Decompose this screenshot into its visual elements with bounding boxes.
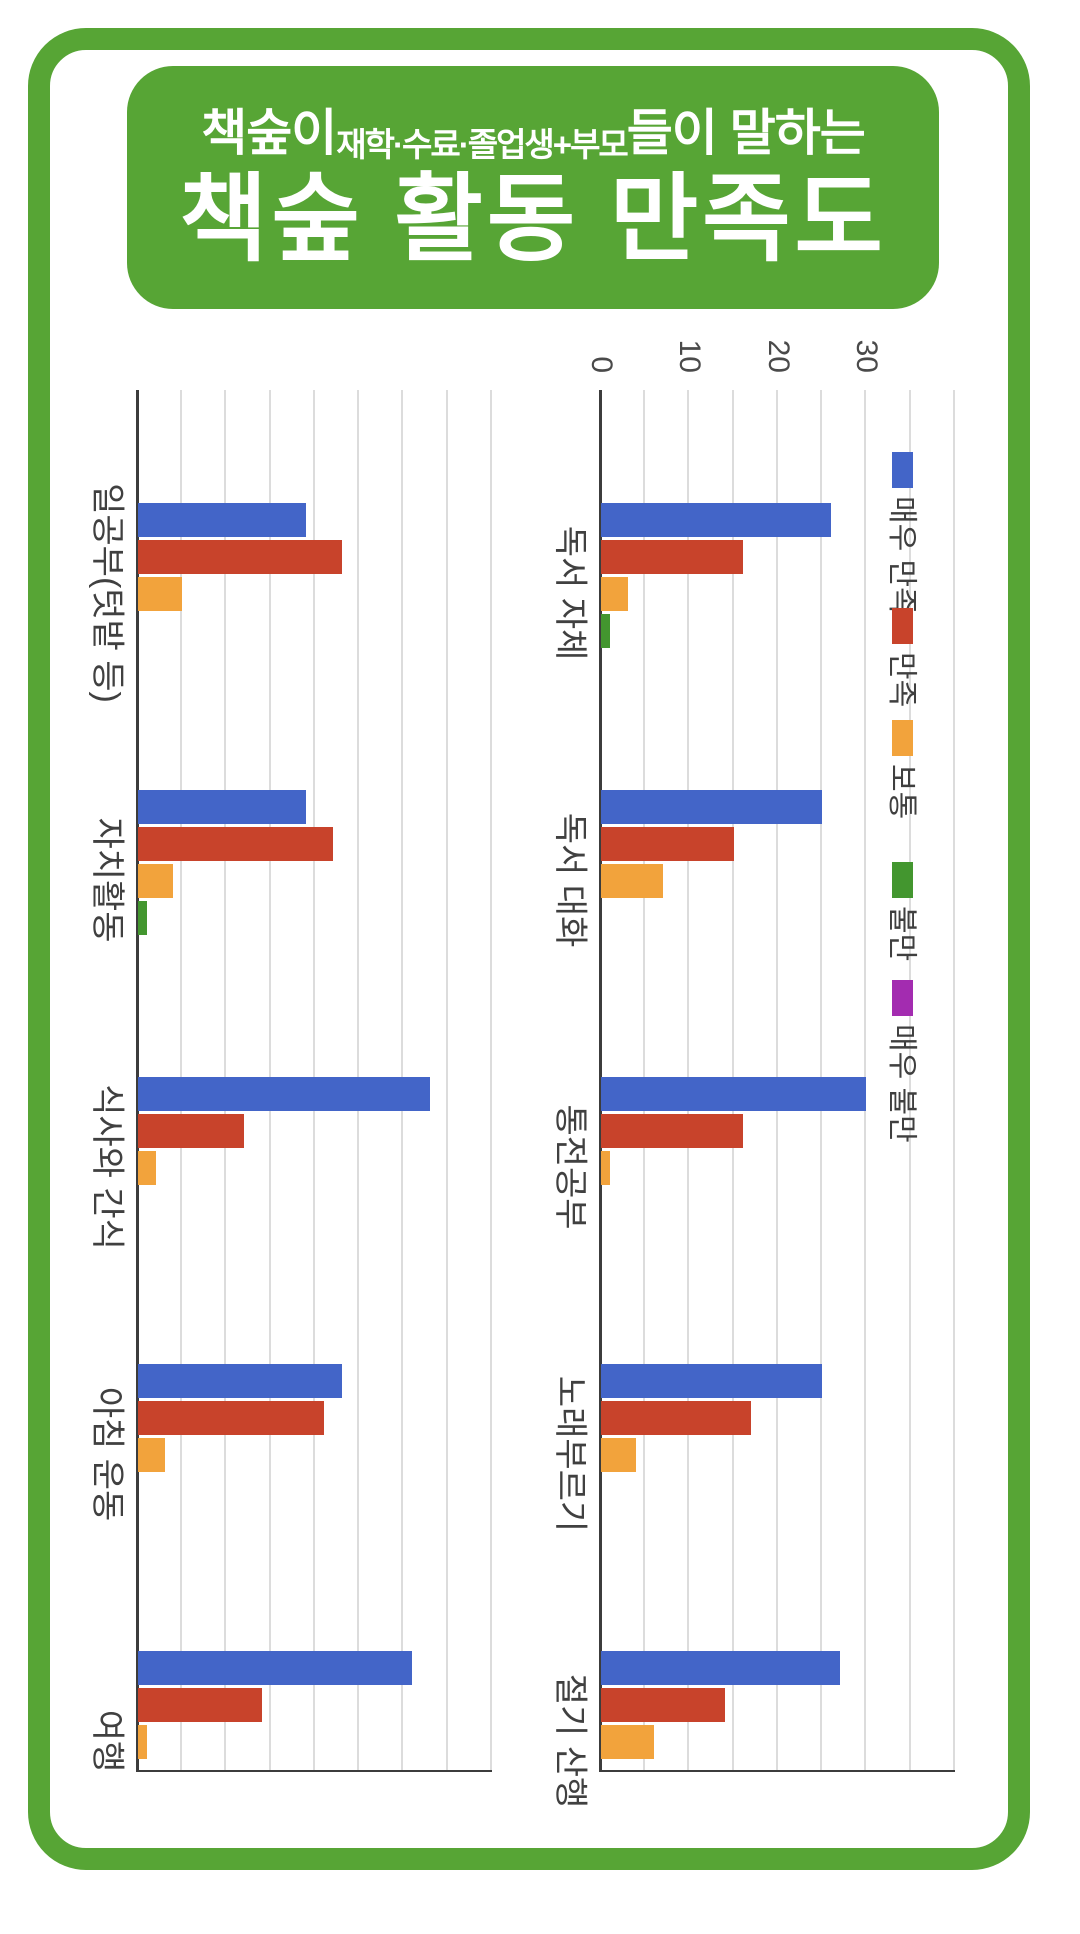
bar-2-1 <box>138 864 174 898</box>
bar-0-2 <box>138 1077 431 1111</box>
legend-swatch <box>892 720 913 756</box>
bar-2-3 <box>138 1438 165 1472</box>
title-box: 책숲이재학·수료·졸업생+부모들이 말하는 책숲 활동 만족도 <box>127 66 939 309</box>
plot-edge-line <box>136 1770 492 1772</box>
chart-right-book-activities: 독서 자체 독서 대화 통전공부 노래부르기 절기 산행 0 10 20 30 매우 만족 만족 보통… <box>480 325 1005 1808</box>
bar-2-4 <box>601 1725 655 1759</box>
title-suffix-large: 들이 말하는 <box>626 104 866 161</box>
axis-tick-label: 20 <box>762 339 795 373</box>
bar-2-1 <box>601 864 663 898</box>
page-title: 책숲 활동 만족도 <box>179 165 887 273</box>
bar-1-1 <box>138 827 333 861</box>
bar-2-3 <box>601 1438 637 1472</box>
bar-2-2 <box>601 1151 610 1185</box>
title-prefix-small: 재학·수료·졸업생+부모 <box>336 125 628 163</box>
bar-0-3 <box>601 1364 823 1398</box>
gridline <box>445 390 448 1770</box>
legend-label: 매우 만족 <box>885 496 918 615</box>
rotated-chart-canvas: 일공부(텃밭 등) 자치활동 식사와 간식 아침 운동 여행 <box>60 325 500 1785</box>
rotated-chart-canvas: 독서 자체 독서 대화 통전공부 노래부르기 절기 산행 0 10 20 30 매우 만족 만족 보통… <box>480 325 1005 1808</box>
bar-1-4 <box>138 1688 262 1722</box>
legend-label: 불만 <box>885 906 918 962</box>
legend-label: 보통 <box>885 764 918 820</box>
poster-border-frame <box>28 28 1030 1870</box>
bar-2-0 <box>138 577 183 611</box>
legend-swatch <box>892 980 913 1016</box>
bar-2-0 <box>601 577 628 611</box>
bar-1-3 <box>601 1401 752 1435</box>
legend-label: 매우 불만 <box>885 1024 918 1143</box>
bar-1-3 <box>138 1401 324 1435</box>
axis-tick-label: 0 <box>585 356 618 373</box>
bar-1-4 <box>601 1688 725 1722</box>
category-label: 절기 산행 <box>551 1673 589 1809</box>
legend-swatch <box>892 452 913 488</box>
bar-0-1 <box>601 790 823 824</box>
bar-1-2 <box>138 1114 245 1148</box>
bar-1-0 <box>601 540 743 574</box>
bar-1-0 <box>138 540 342 574</box>
chart-left-daily-activities: 일공부(텃밭 등) 자치활동 식사와 간식 아침 운동 여행 <box>60 325 500 1785</box>
legend-swatch <box>892 608 913 644</box>
legend-swatch <box>892 862 913 898</box>
plot-edge-line <box>599 1770 955 1772</box>
bar-0-0 <box>601 503 832 537</box>
bar-1-2 <box>601 1114 743 1148</box>
bar-1-1 <box>601 827 734 861</box>
bar-0-4 <box>601 1651 840 1685</box>
title-subtitle: 책숲이재학·수료·졸업생+부모들이 말하는 <box>201 104 866 161</box>
bar-2-4 <box>138 1725 147 1759</box>
bar-0-1 <box>138 790 307 824</box>
bar-0-2 <box>601 1077 867 1111</box>
bar-2-2 <box>138 1151 156 1185</box>
axis-tick-label: 30 <box>850 339 884 373</box>
bar-3-1 <box>138 901 147 935</box>
gridline <box>953 390 955 1770</box>
bar-0-3 <box>138 1364 342 1398</box>
category-label: 여행 <box>88 1709 126 1773</box>
legend-label: 만족 <box>885 652 918 708</box>
bar-0-4 <box>138 1651 413 1685</box>
bar-3-0 <box>601 614 610 648</box>
bar-0-0 <box>138 503 307 537</box>
title-prefix-large: 책숲이 <box>201 104 337 161</box>
axis-tick-label: 10 <box>673 339 707 373</box>
